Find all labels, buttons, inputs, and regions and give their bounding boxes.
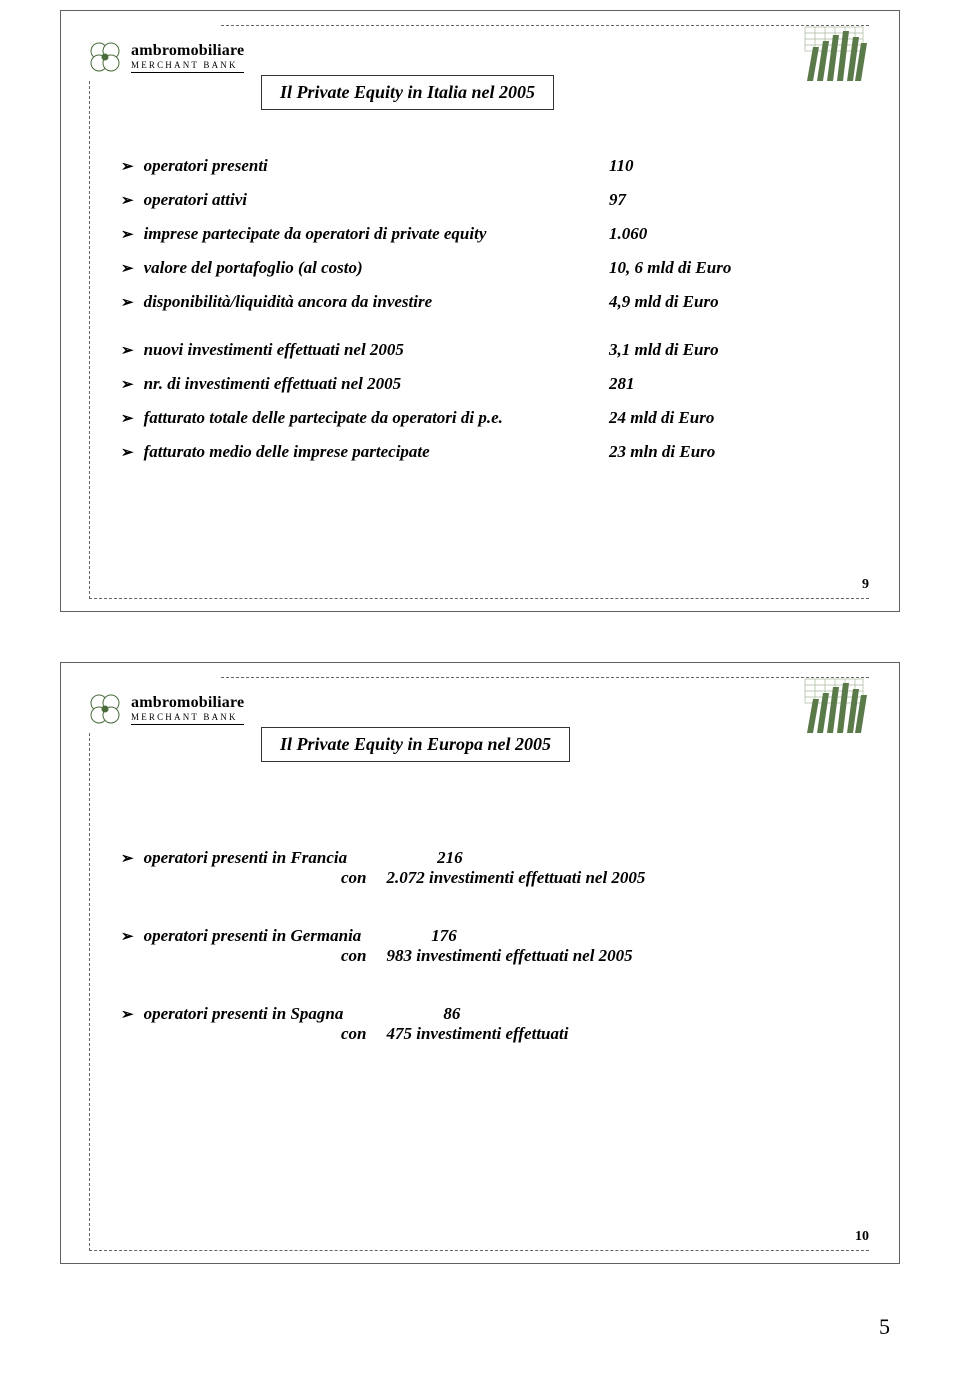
- list-item: ➢operatori attivi97: [121, 190, 839, 210]
- document-page-number: 5: [60, 1314, 900, 1340]
- slide-page-number: 10: [855, 1229, 869, 1245]
- bullet-icon: ➢: [121, 443, 134, 462]
- dashed-line-left: [89, 81, 90, 599]
- country-block: ➢ operatori presenti in Germania 176 con…: [121, 926, 839, 966]
- list-item: ➢fatturato totale delle partecipate da o…: [121, 408, 839, 428]
- list-item: ➢valore del portafoglio (al costo)10, 6 …: [121, 258, 839, 278]
- country-block: ➢ operatori presenti in Spagna 86 con 47…: [121, 1004, 839, 1044]
- list-item: ➢operatori presenti110: [121, 156, 839, 176]
- bullet-icon: ➢: [121, 259, 134, 278]
- dashed-line-top: [221, 677, 869, 678]
- clover-icon: [85, 37, 125, 77]
- list-item: ➢fatturato medio delle imprese partecipa…: [121, 442, 839, 462]
- bullet-icon: ➢: [121, 191, 134, 210]
- bullet-icon: ➢: [121, 225, 134, 244]
- list-item: ➢nr. di investimenti effettuati nel 2005…: [121, 374, 839, 394]
- bullet-icon: ➢: [121, 409, 134, 428]
- brand-tagline: MERCHANT BANK: [131, 712, 244, 722]
- slide-title: Il Private Equity in Europa nel 2005: [261, 727, 570, 762]
- clover-icon: [85, 689, 125, 729]
- dashed-line-bottom: [89, 1250, 869, 1251]
- dashed-line-bottom: [89, 598, 869, 599]
- logo: ambromobiliare MERCHANT BANK: [85, 689, 244, 729]
- bullet-icon: ➢: [121, 849, 134, 868]
- bullet-icon: ➢: [121, 293, 134, 312]
- brand-name: ambromobiliare: [131, 694, 244, 712]
- list-item: ➢disponibilità/liquidità ancora da inves…: [121, 292, 839, 312]
- slide-page-number: 9: [862, 577, 869, 593]
- list-item: ➢imprese partecipate da operatori di pri…: [121, 224, 839, 244]
- bullet-icon: ➢: [121, 341, 134, 360]
- brand-name: ambromobiliare: [131, 42, 244, 60]
- logo: ambromobiliare MERCHANT BANK: [85, 37, 244, 77]
- dashed-line-top: [221, 25, 869, 26]
- bullet-icon: ➢: [121, 375, 134, 394]
- list-item: ➢nuovi investimenti effettuati nel 20053…: [121, 340, 839, 360]
- chart-decor-icon: [799, 675, 869, 735]
- bullet-icon: ➢: [121, 157, 134, 176]
- slide2-content: ➢ operatori presenti in Francia 216 con …: [121, 848, 839, 1044]
- slide1-content: ➢operatori presenti110 ➢operatori attivi…: [121, 156, 839, 462]
- slide-pe-italia: ambromobiliare MERCHANT BANK Il Private …: [60, 10, 900, 612]
- chart-decor-icon: [799, 23, 869, 83]
- brand-tagline: MERCHANT BANK: [131, 60, 244, 70]
- slide-pe-europa: ambromobiliare MERCHANT BANK Il Private …: [60, 662, 900, 1264]
- country-block: ➢ operatori presenti in Francia 216 con …: [121, 848, 839, 888]
- dashed-line-left: [89, 733, 90, 1251]
- bullet-icon: ➢: [121, 927, 134, 946]
- bullet-icon: ➢: [121, 1005, 134, 1024]
- slide-title: Il Private Equity in Italia nel 2005: [261, 75, 554, 110]
